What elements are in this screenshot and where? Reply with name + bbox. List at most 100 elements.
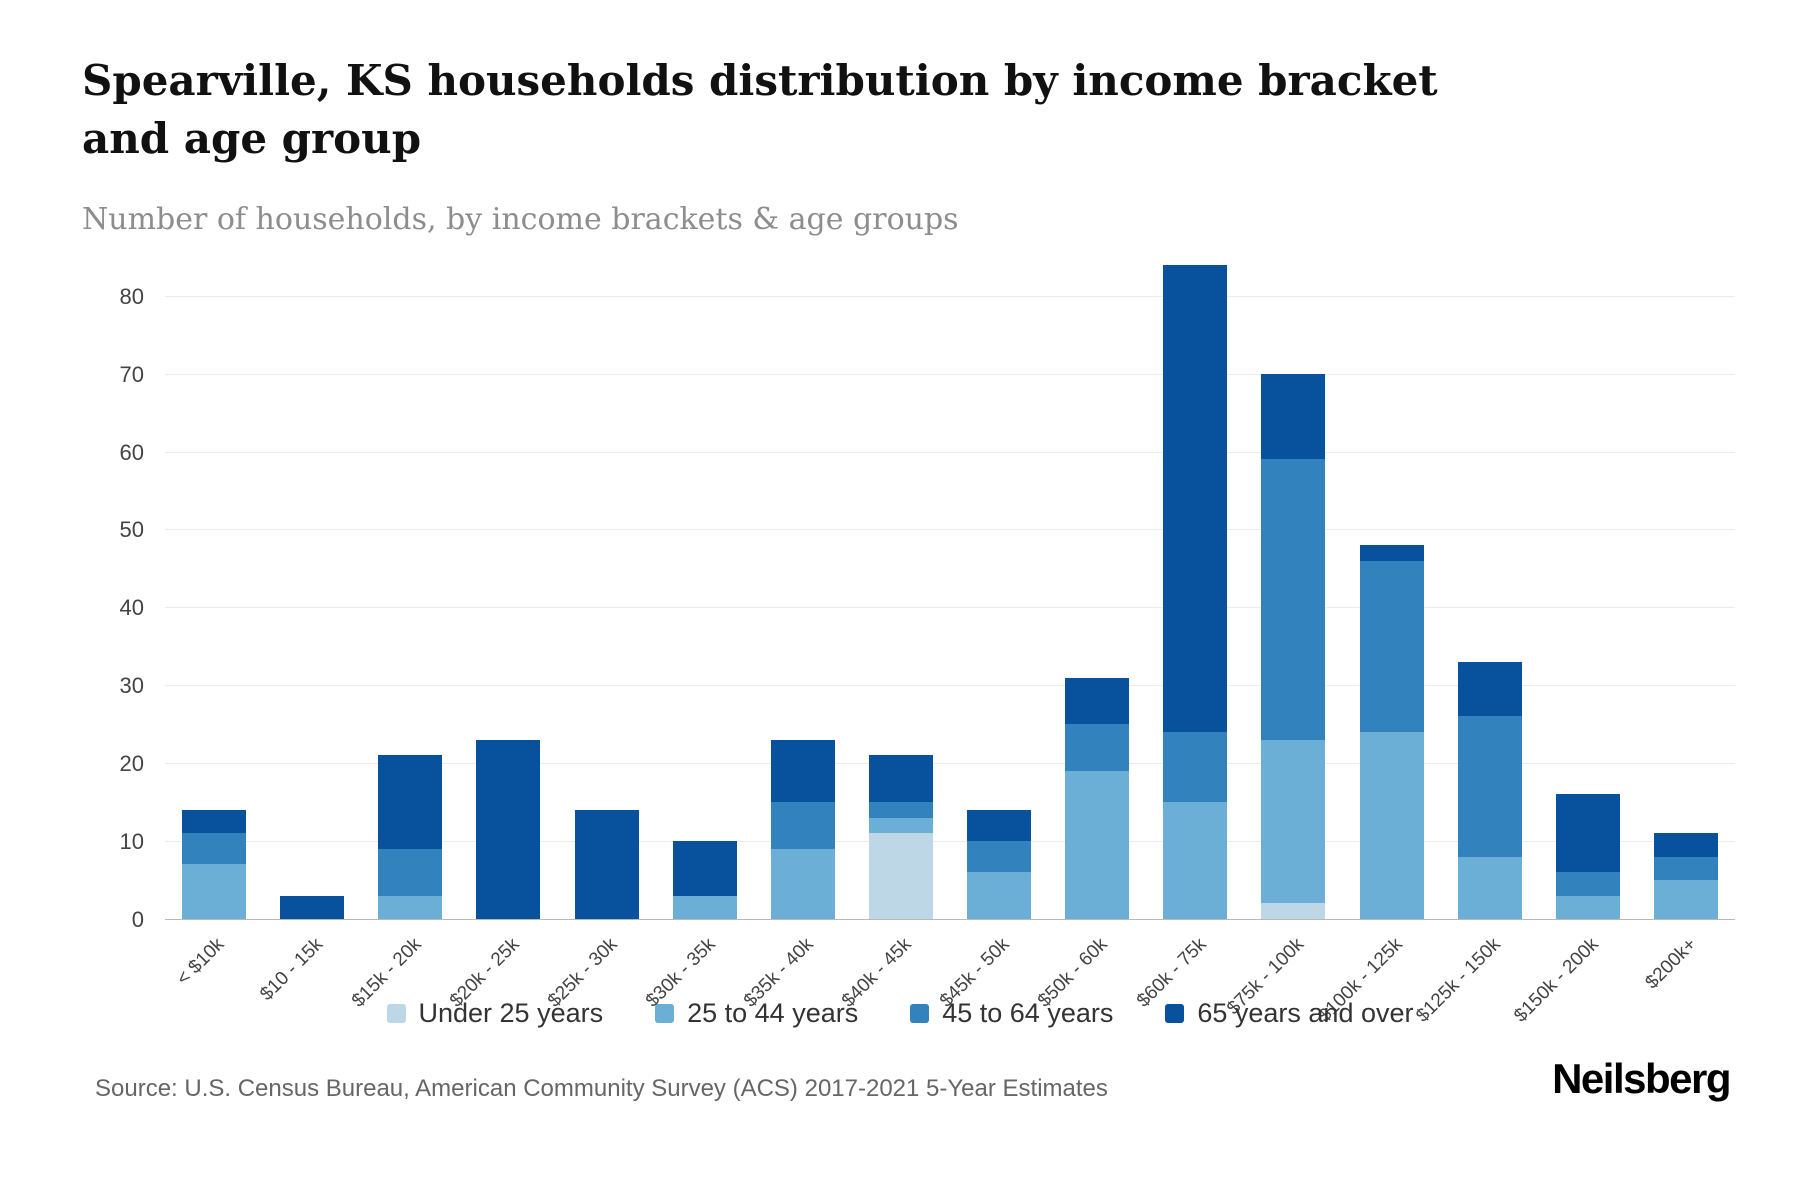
bar-segment[interactable] <box>182 864 247 919</box>
gridline <box>165 451 1735 453</box>
stacked-bar <box>182 809 247 919</box>
plot-area: < $10k $10 - 15k $15k - 20k $20k - 25k $25k … <box>165 250 1735 1027</box>
bar-segment[interactable] <box>1555 872 1620 896</box>
legend-item[interactable]: 25 to 44 years <box>655 998 858 1029</box>
bar-segment[interactable] <box>1065 677 1130 725</box>
bar-column: $20k - 25k <box>446 250 557 1012</box>
y-axis: 0 10 20 30 40 50 60 70 80 <box>80 250 158 932</box>
bar-column: $15k - 20k <box>348 250 459 1012</box>
bar-segment[interactable] <box>1653 856 1718 881</box>
legend-item[interactable]: 65 years and over <box>1165 998 1414 1029</box>
x-axis-label: $10 - 15k <box>256 934 328 1005</box>
legend-swatch <box>655 1004 675 1023</box>
stacked-bar <box>1163 264 1228 919</box>
bar-segment[interactable] <box>1359 545 1424 561</box>
stacked-bar <box>280 895 345 919</box>
y-axis-tick-label: 30 <box>119 673 144 699</box>
y-axis-tick-label: 50 <box>119 517 144 543</box>
legend-item[interactable]: 45 to 64 years <box>910 998 1113 1029</box>
bar-segment[interactable] <box>280 895 345 919</box>
bar-segment[interactable] <box>1163 264 1228 733</box>
bar-segment[interactable] <box>182 809 247 834</box>
x-axis-label: < $10k <box>173 934 229 990</box>
bar-segment[interactable] <box>1261 739 1326 904</box>
bar-segment[interactable] <box>770 848 835 919</box>
bar-segment[interactable] <box>770 802 835 849</box>
bar-segment[interactable] <box>1653 833 1718 857</box>
legend-label: 25 to 44 years <box>687 998 859 1028</box>
gridline <box>165 841 1735 843</box>
y-axis-tick-label: 60 <box>119 439 144 465</box>
bar-column: $30k - 35k <box>642 250 754 1012</box>
bar-segment[interactable] <box>1261 459 1326 740</box>
bar-segment[interactable] <box>967 809 1032 842</box>
bar-segment[interactable] <box>1457 716 1522 857</box>
y-axis-tick-label: 70 <box>119 361 144 387</box>
bar-segment[interactable] <box>378 895 443 919</box>
bar-segment[interactable] <box>378 848 443 896</box>
legend-swatch <box>1165 1004 1185 1023</box>
stacked-bar <box>378 755 443 919</box>
bar-segment[interactable] <box>1555 895 1620 919</box>
bar-segment[interactable] <box>1555 794 1620 873</box>
gridline <box>165 607 1735 609</box>
bar-column: $60k - 75k <box>1133 250 1244 1012</box>
legend-swatch <box>910 1004 930 1023</box>
bar-segment[interactable] <box>868 802 933 818</box>
stacked-bar <box>672 841 737 919</box>
bar-column: $40k - 45k <box>838 250 950 1012</box>
y-axis-tick-label: 10 <box>119 829 144 855</box>
bar-segment[interactable] <box>967 872 1032 919</box>
y-axis-tick-label: 20 <box>119 751 144 777</box>
gridline <box>165 295 1735 297</box>
bar-segment[interactable] <box>770 739 835 803</box>
bar-column: $25k - 30k <box>544 250 656 1012</box>
bar-segment[interactable] <box>574 809 639 919</box>
stacked-bar <box>1065 677 1130 919</box>
stacked-bar <box>1359 545 1424 919</box>
bar-segment[interactable] <box>1261 373 1326 460</box>
stacked-bar <box>1261 373 1326 919</box>
chart-subtitle: Number of households, by income brackets… <box>82 202 959 237</box>
bar-segment[interactable] <box>868 833 933 919</box>
bar-segment[interactable] <box>1065 724 1130 771</box>
bar-segment[interactable] <box>1163 732 1228 803</box>
bar-segment[interactable] <box>1359 732 1424 919</box>
stacked-bar <box>574 809 639 919</box>
stacked-bar <box>1555 794 1620 919</box>
footer: Source: U.S. Census Bureau, American Com… <box>95 1055 1731 1103</box>
bar-segment[interactable] <box>868 755 933 803</box>
legend-item[interactable]: Under 25 years <box>386 998 604 1029</box>
bar-column: $100k - 125k <box>1314 250 1441 1027</box>
gridline <box>165 763 1735 765</box>
legend-label: 45 to 64 years <box>942 998 1114 1028</box>
y-axis-tick-label: 0 <box>131 907 144 932</box>
bar-segment[interactable] <box>476 739 541 919</box>
bar-segment[interactable] <box>672 841 737 896</box>
bar-segment[interactable] <box>967 841 1032 873</box>
gridline <box>165 685 1735 687</box>
bar-segment[interactable] <box>182 833 247 865</box>
bar-column: $35k - 40k <box>740 250 852 1012</box>
bar-segment[interactable] <box>1163 802 1228 919</box>
legend-swatch <box>386 1004 406 1023</box>
bar-segment[interactable] <box>378 755 443 849</box>
bar-segment[interactable] <box>1065 770 1130 919</box>
bar-column: $50k - 60k <box>1034 250 1146 1012</box>
bar-segment[interactable] <box>1653 880 1718 919</box>
bar-segment[interactable] <box>1457 661 1522 717</box>
source-text: Source: U.S. Census Bureau, American Com… <box>95 1075 1108 1102</box>
bar-segment[interactable] <box>868 817 933 834</box>
y-axis-tick-label: 80 <box>119 283 144 309</box>
bar-column: $150k - 200k <box>1510 250 1637 1027</box>
legend-label: Under 25 years <box>418 998 604 1028</box>
bar-segment[interactable] <box>1359 560 1424 733</box>
bar-segment[interactable] <box>1457 856 1522 919</box>
stacked-bar <box>868 755 933 919</box>
bar-segment[interactable] <box>1261 903 1326 919</box>
legend-label: 65 years and over <box>1197 998 1414 1028</box>
bar-column: $125k - 150k <box>1412 250 1539 1027</box>
bar-segment[interactable] <box>672 895 737 919</box>
bar-column: < $10k <box>165 250 263 990</box>
